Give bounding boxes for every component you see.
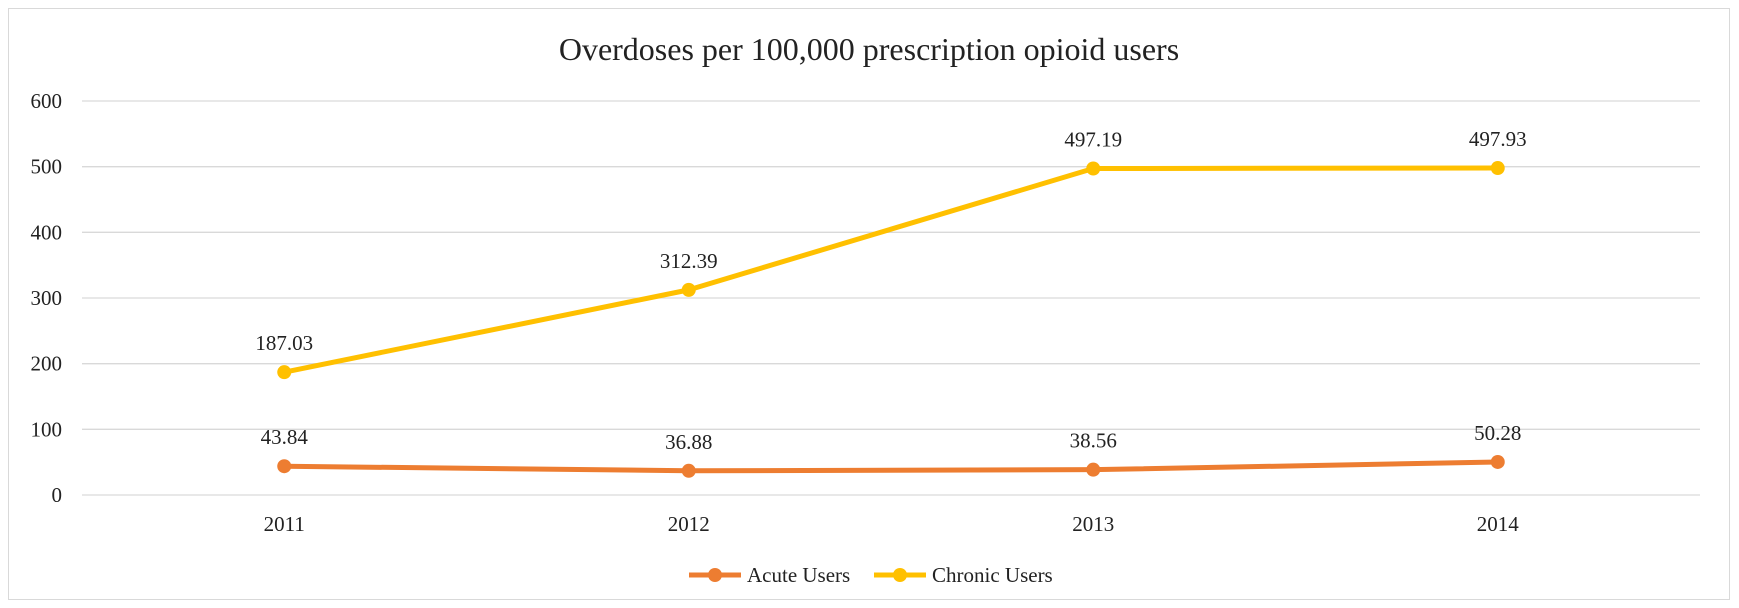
y-tick-label: 100 xyxy=(31,417,63,441)
data-label: 38.56 xyxy=(1070,429,1117,453)
chart-title: Overdoses per 100,000 prescription opioi… xyxy=(559,31,1179,67)
data-point xyxy=(681,463,696,478)
y-axis: 0 100 200 300 400 500 600 xyxy=(31,89,63,507)
data-label: 187.03 xyxy=(255,331,313,355)
x-tick-label: 2014 xyxy=(1477,512,1520,536)
legend-label: Acute Users xyxy=(747,563,850,587)
series-line-acute-users xyxy=(281,459,1501,474)
data-label: 36.88 xyxy=(665,430,712,454)
y-tick-label: 300 xyxy=(31,286,63,310)
x-axis: 2011 2012 2013 2014 xyxy=(264,512,1520,536)
data-label: 43.84 xyxy=(261,425,309,449)
data-label: 50.28 xyxy=(1474,421,1521,445)
y-tick-label: 600 xyxy=(31,89,63,113)
legend-swatch-marker xyxy=(708,568,722,582)
y-tick-label: 0 xyxy=(52,483,63,507)
legend-swatch-marker xyxy=(893,568,907,582)
data-point xyxy=(681,282,696,297)
series-layer xyxy=(277,161,1505,478)
data-label: 497.19 xyxy=(1064,128,1122,152)
data-label: 497.93 xyxy=(1469,127,1527,151)
data-label: 312.39 xyxy=(660,249,718,273)
y-tick-label: 200 xyxy=(31,352,63,376)
data-point xyxy=(1490,454,1505,469)
legend: Acute Users Chronic Users xyxy=(689,563,1053,587)
y-tick-label: 500 xyxy=(31,155,63,179)
x-tick-label: 2012 xyxy=(668,512,710,536)
data-point xyxy=(277,365,292,380)
y-tick-label: 400 xyxy=(31,220,63,244)
data-point xyxy=(1086,462,1101,477)
x-tick-label: 2013 xyxy=(1072,512,1114,536)
legend-label: Chronic Users xyxy=(932,563,1053,587)
data-labels: 43.84 36.88 38.56 50.28 187.03 312.39 497.19 49… xyxy=(255,127,1526,454)
chart-frame xyxy=(8,8,1730,600)
gridlines xyxy=(82,100,1700,496)
data-point xyxy=(277,459,292,474)
data-point xyxy=(1490,161,1505,176)
x-tick-label: 2011 xyxy=(264,512,305,536)
series-line-chronic-users xyxy=(281,165,1501,375)
data-point xyxy=(1086,161,1101,176)
